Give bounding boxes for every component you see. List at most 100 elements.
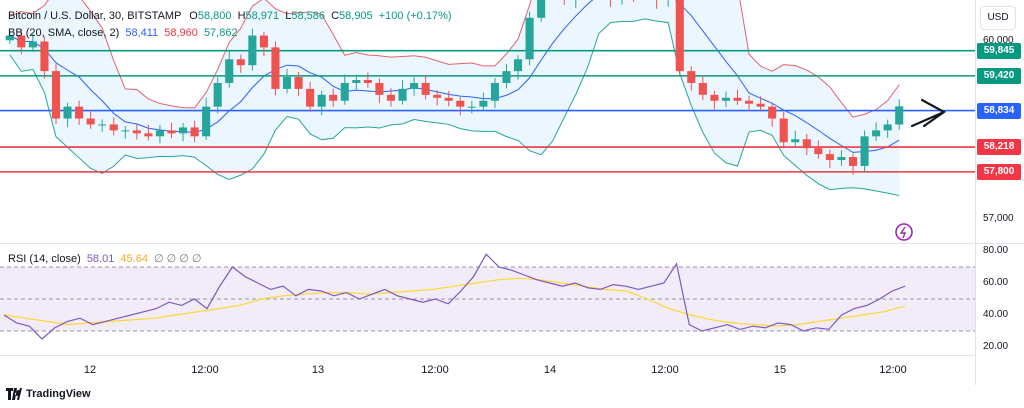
candle-body (814, 148, 823, 155)
high-label: H (237, 10, 246, 22)
rsi-extra-values: ∅ ∅ ∅ ∅ (154, 253, 202, 265)
candle-body (421, 82, 430, 95)
candle-body (17, 35, 26, 48)
price-level-tag[interactable]: 59,845 (977, 42, 1021, 59)
candle-body (86, 118, 95, 125)
candle-body (375, 82, 384, 95)
price-chart[interactable] (0, 0, 975, 385)
candle-body (179, 127, 188, 134)
candle-body (51, 71, 61, 119)
price-level-tag[interactable]: 58,834 (977, 102, 1021, 119)
bb-upper-value: 58,960 (164, 27, 198, 39)
price-level-tag[interactable]: 57,800 (977, 163, 1021, 180)
candle-body (225, 59, 234, 83)
rsi-tick-label: 20.00 (983, 341, 1009, 352)
candle-body (525, 17, 534, 60)
candle-body (825, 154, 834, 161)
candle-body (167, 130, 176, 134)
bb-basis-line (9, 0, 900, 153)
candle-body (444, 97, 453, 101)
rsi-legend: RSI (14, close) 58.01 45.64 ∅ ∅ ∅ ∅ (8, 252, 202, 265)
candle-body (745, 100, 754, 104)
price-axis[interactable] (975, 0, 1024, 385)
candle-body (75, 106, 84, 119)
candle-body (779, 118, 788, 143)
close-label: C (331, 10, 340, 22)
rsi-label: RSI (14, close) (8, 253, 81, 265)
rsi-value: 58.01 (86, 253, 115, 265)
brand-name: TradingView (26, 388, 91, 400)
candle-body (802, 139, 811, 149)
rsi-ma-line (3, 277, 906, 327)
candle-body (848, 157, 858, 166)
candle-body (398, 88, 407, 101)
bb-basis-value: 58,411 (125, 27, 159, 39)
time-tick-label: 12:00 (651, 364, 679, 376)
bb-upper-line (9, 0, 900, 118)
price-level-tag[interactable]: 59,420 (977, 67, 1021, 84)
alert-icon (895, 223, 913, 241)
candle-body (386, 94, 396, 101)
candle-body (282, 77, 292, 89)
alert-icon-bolt (899, 226, 907, 239)
candle-body (687, 71, 696, 83)
candle-body (236, 59, 245, 66)
time-axis-separator (0, 355, 975, 356)
rsi-line (3, 253, 906, 340)
price-level-tag[interactable]: 58,218 (977, 139, 1021, 156)
currency-button[interactable]: USD (980, 6, 1016, 30)
candle-body (860, 136, 869, 166)
price-tick-label: 60,000 (983, 35, 1014, 47)
time-tick-label: 12:00 (879, 364, 907, 376)
candle-body (340, 82, 349, 101)
candle-body (872, 130, 881, 137)
candle-body (710, 94, 719, 101)
candle-body (306, 88, 315, 107)
candle-body (109, 124, 118, 131)
candle-body (248, 35, 257, 66)
candle-body (456, 100, 465, 107)
candle-body (363, 80, 372, 83)
candle-body (155, 130, 164, 137)
time-tick-label: 15 (773, 364, 787, 376)
candle-body (28, 41, 37, 48)
candle-body (352, 80, 361, 83)
chart-area[interactable] (0, 0, 975, 385)
open-label: O (189, 10, 198, 22)
candle-body (121, 130, 130, 132)
bb-legend: BB (20, SMA, close, 2) 58,411 58,960 57,… (8, 27, 238, 39)
candle-body (502, 71, 511, 83)
candle-body (40, 41, 49, 72)
rsi-ma-value: 45.64 (120, 253, 148, 265)
symbol-legend: Bitcoin / U.S. Dollar, 30, BITSTAMP O58,… (8, 10, 452, 22)
candle-body (410, 82, 419, 89)
candle-body (271, 47, 280, 89)
candle-body (98, 124, 107, 126)
tradingview-brand[interactable]: TradingView (6, 388, 91, 400)
rsi-tick-label: 40.00 (983, 309, 1009, 320)
price-tick-label: 57,000 (983, 213, 1014, 225)
close-value: 58,905 (339, 10, 373, 22)
pane-separator[interactable] (0, 243, 1024, 244)
rsi-tick-label: 60.00 (983, 277, 1009, 288)
time-tick-label: 12:00 (421, 364, 449, 376)
low-label: L (285, 10, 292, 22)
candle-body (883, 124, 892, 131)
time-tick-label: 13 (311, 364, 325, 376)
candle-body (721, 97, 730, 101)
time-tick-label: 12 (83, 364, 97, 376)
candle-body (756, 103, 765, 107)
open-value: 58,800 (197, 10, 232, 22)
candle-body (63, 106, 72, 119)
candle-body (479, 100, 488, 107)
candle-body (5, 35, 14, 41)
time-tick-label: 12:00 (191, 364, 219, 376)
candle-body (490, 82, 499, 101)
candle-body (513, 59, 523, 72)
bb-label: BB (20, SMA, close, 2) (8, 27, 120, 39)
candle-body (895, 106, 904, 125)
candle-body (433, 94, 442, 98)
candle-body (144, 133, 153, 137)
candle-body (837, 157, 846, 161)
candle-body (213, 82, 222, 107)
